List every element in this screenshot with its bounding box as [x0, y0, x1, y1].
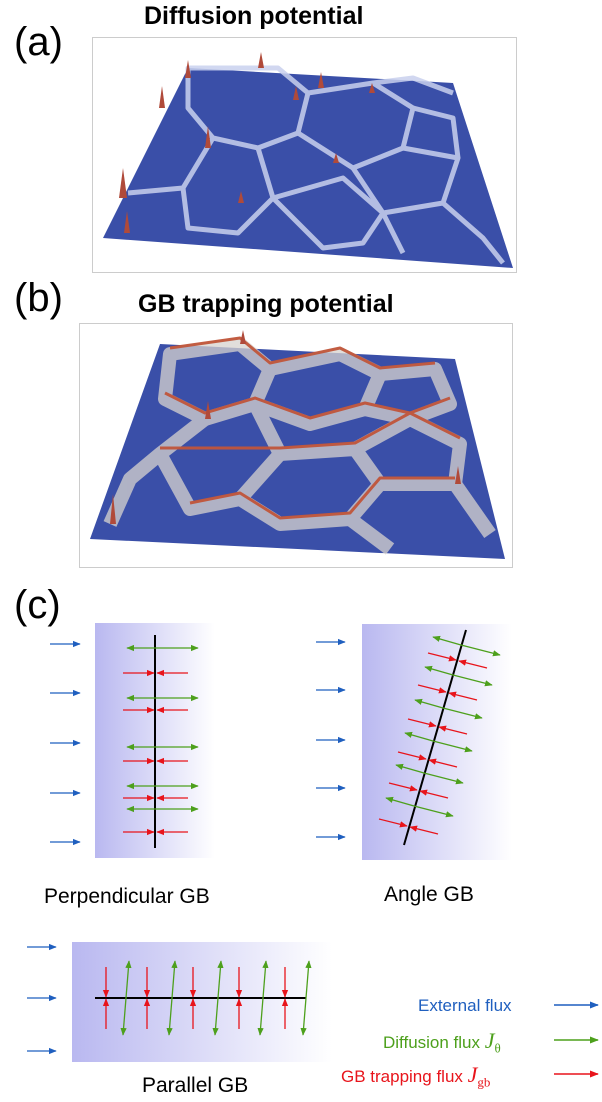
legend-trapping-symbol: J: [467, 1062, 478, 1087]
perpendicular-external-arrows: [50, 640, 81, 846]
legend-diffusion-text: Diffusion flux: [383, 1033, 485, 1052]
angle-external-arrows: [316, 638, 346, 841]
panel-b-title: GB trapping potential: [138, 290, 394, 318]
legend-diffusion-label: Diffusion flux Jθ: [383, 1028, 501, 1056]
panel-a-letter: (a): [14, 20, 63, 64]
parallel-trapping-arrows: [102, 967, 289, 1029]
legend-diffusion-symbol: J: [484, 1028, 495, 1053]
angle-gb-caption: Angle GB: [384, 883, 474, 906]
parallel-gradient-region: [72, 942, 332, 1062]
panel-c-letter: (c): [14, 583, 61, 627]
panel-a-title: Diffusion potential: [144, 2, 364, 30]
angle-diffusion-arrows: [385, 635, 501, 818]
legend-diffusion-subscript: θ: [494, 1040, 501, 1056]
parallel-gb-diagram: [0, 935, 340, 1070]
legend-external-label: External flux: [418, 996, 512, 1015]
diffusion-peaks: [119, 52, 375, 233]
perpendicular-trapping-arrows: [123, 669, 188, 836]
parallel-gb-caption: Parallel GB: [142, 1074, 249, 1097]
parallel-diffusion-arrows: [120, 960, 312, 1036]
gb-trapping-potential-render: [79, 323, 513, 568]
perpendicular-gb-diagram: [0, 620, 602, 860]
legend-trapping-subscript: gb: [477, 1074, 491, 1090]
legend: External flux Diffusion flux Jθ GB trapp…: [330, 990, 602, 1100]
parallel-external-arrows: [27, 943, 57, 1055]
angle-trapping-arrows: [378, 652, 488, 835]
trapping-peaks: [110, 330, 461, 524]
legend-trapping-label: GB trapping flux Jgb: [341, 1062, 491, 1090]
panel-b-letter: (b): [14, 276, 63, 320]
angle-gb-line: [403, 629, 467, 846]
perpendicular-gb-caption: Perpendicular GB: [44, 885, 210, 908]
diffusion-potential-render: [92, 37, 517, 273]
legend-trapping-text: GB trapping flux: [341, 1067, 468, 1086]
perpendicular-diffusion-arrows: [126, 644, 199, 813]
